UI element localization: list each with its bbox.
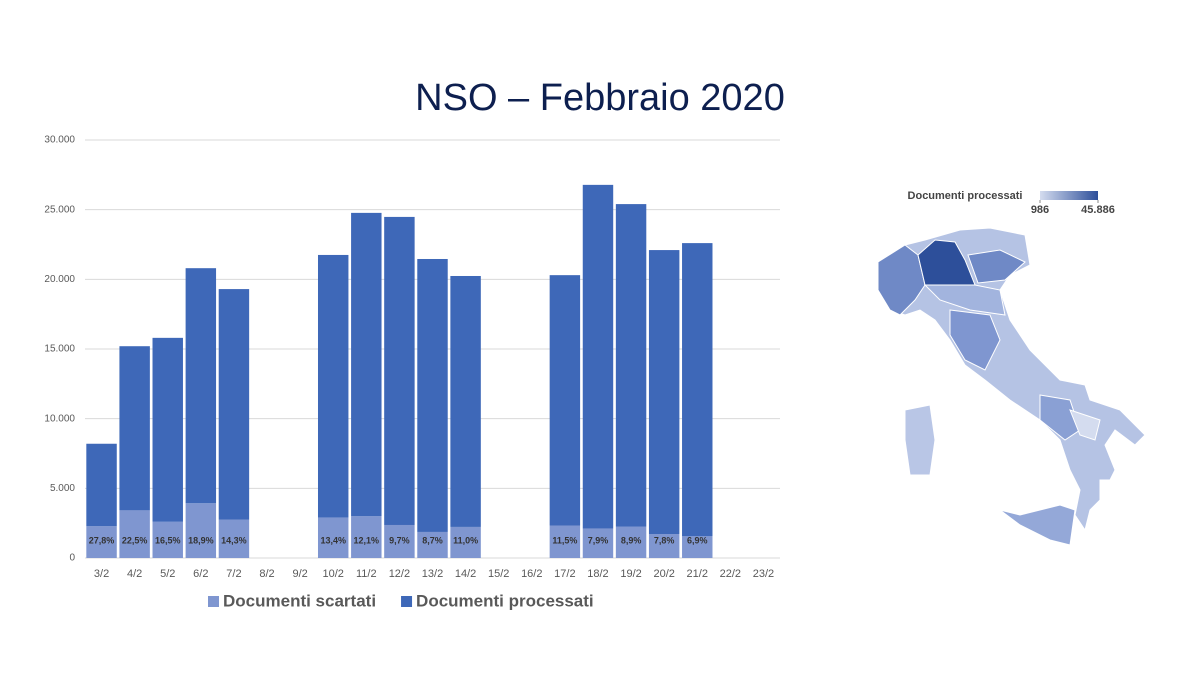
bar-segment xyxy=(417,258,448,532)
x-tick-label: 23/2 xyxy=(753,568,774,580)
bar-segment xyxy=(218,519,250,558)
data-label: 14,3% xyxy=(221,535,247,545)
x-tick-label: 22/2 xyxy=(720,568,741,580)
map-region xyxy=(1069,409,1101,441)
data-label: 22,5% xyxy=(122,535,148,545)
slide-title: NSO – Febbraio 2020 xyxy=(415,77,785,119)
x-tick-label: 14/2 xyxy=(455,568,476,580)
bar-segment xyxy=(417,531,448,558)
x-tick-label: 7/2 xyxy=(226,568,241,580)
bar-segment xyxy=(119,346,150,511)
x-tick-label: 9/2 xyxy=(292,568,307,580)
bar-segment xyxy=(86,443,117,527)
map-region xyxy=(923,284,1006,316)
map-region xyxy=(949,309,1001,371)
italy-map xyxy=(877,227,1146,546)
x-tick-label: 16/2 xyxy=(521,568,542,580)
bar-segment xyxy=(582,528,614,558)
legend-swatch xyxy=(208,596,219,607)
bar-segment xyxy=(86,526,117,558)
x-tick-label: 12/2 xyxy=(389,568,410,580)
bar-segment xyxy=(615,526,647,558)
x-tick-label: 15/2 xyxy=(488,568,509,580)
bar-segment xyxy=(317,254,349,518)
x-tick-label: 21/2 xyxy=(687,568,708,580)
data-label: 27,8% xyxy=(89,535,115,545)
colorbar-tick-label: 986 xyxy=(1031,204,1049,216)
bar-segment xyxy=(152,521,183,558)
colorbar-title: Documenti processati xyxy=(908,190,1023,202)
data-label: 11,5% xyxy=(552,535,577,545)
bar-segment xyxy=(450,275,481,527)
bar-segment xyxy=(450,526,481,558)
data-label: 12,1% xyxy=(354,535,380,545)
bar-segment xyxy=(351,516,382,558)
data-label: 11,0% xyxy=(453,535,478,545)
map-region xyxy=(967,249,1026,284)
x-tick-label: 3/2 xyxy=(94,568,109,580)
data-label: 13,4% xyxy=(320,535,346,545)
data-label: 18,9% xyxy=(188,535,214,545)
bar-segment xyxy=(582,184,614,529)
x-tick-label: 5/2 xyxy=(160,568,175,580)
bar-segment xyxy=(549,275,581,526)
legend-label: Documenti scartati xyxy=(223,591,376,610)
y-tick-label: 5.000 xyxy=(50,483,75,494)
bar-segment xyxy=(119,510,150,558)
bar-segment xyxy=(682,536,713,558)
x-tick-label: 20/2 xyxy=(653,568,674,580)
map-region xyxy=(877,227,1146,532)
x-tick-label: 13/2 xyxy=(422,568,443,580)
y-tick-label: 15.000 xyxy=(44,344,75,355)
bar-segment xyxy=(218,289,250,520)
bar-segment xyxy=(152,337,183,522)
map-region xyxy=(904,404,936,476)
data-label: 7,8% xyxy=(654,535,675,545)
bar-segment xyxy=(648,250,680,535)
map-region xyxy=(999,504,1076,546)
x-tick-label: 10/2 xyxy=(323,568,344,580)
data-label: 16,5% xyxy=(155,535,181,545)
x-tick-label: 19/2 xyxy=(620,568,641,580)
colorbar xyxy=(1040,191,1098,200)
bar-segment xyxy=(682,243,713,537)
x-tick-label: 4/2 xyxy=(127,568,142,580)
data-label: 8,9% xyxy=(621,535,642,545)
bar-segment xyxy=(317,517,349,558)
y-tick-label: 20.000 xyxy=(44,274,75,285)
bar-segment xyxy=(648,534,680,558)
y-tick-label: 25.000 xyxy=(44,204,75,215)
map-region xyxy=(1039,394,1081,441)
legend-label: Documenti processati xyxy=(416,591,594,610)
colorbar-tick-label: 45.886 xyxy=(1081,204,1115,216)
data-label: 8,7% xyxy=(422,535,443,545)
y-tick-label: 0 xyxy=(69,553,75,564)
x-tick-label: 8/2 xyxy=(259,568,274,580)
y-tick-label: 30.000 xyxy=(44,135,75,146)
x-tick-label: 11/2 xyxy=(356,568,377,580)
bar-segment xyxy=(185,503,217,558)
data-label: 6,9% xyxy=(687,535,708,545)
bar-segment xyxy=(384,524,415,558)
bar-segment xyxy=(615,204,647,527)
y-tick-label: 10.000 xyxy=(44,413,75,424)
bar-segment xyxy=(549,525,581,558)
x-tick-label: 18/2 xyxy=(587,568,608,580)
legend-swatch xyxy=(401,596,413,607)
x-tick-label: 17/2 xyxy=(554,568,575,580)
x-tick-label: 6/2 xyxy=(193,568,208,580)
data-label: 7,9% xyxy=(588,535,609,545)
map-region xyxy=(877,244,926,316)
bar-segment xyxy=(384,216,415,525)
data-label: 9,7% xyxy=(389,535,410,545)
bar-segment xyxy=(185,268,217,504)
bar-segment xyxy=(351,212,382,517)
